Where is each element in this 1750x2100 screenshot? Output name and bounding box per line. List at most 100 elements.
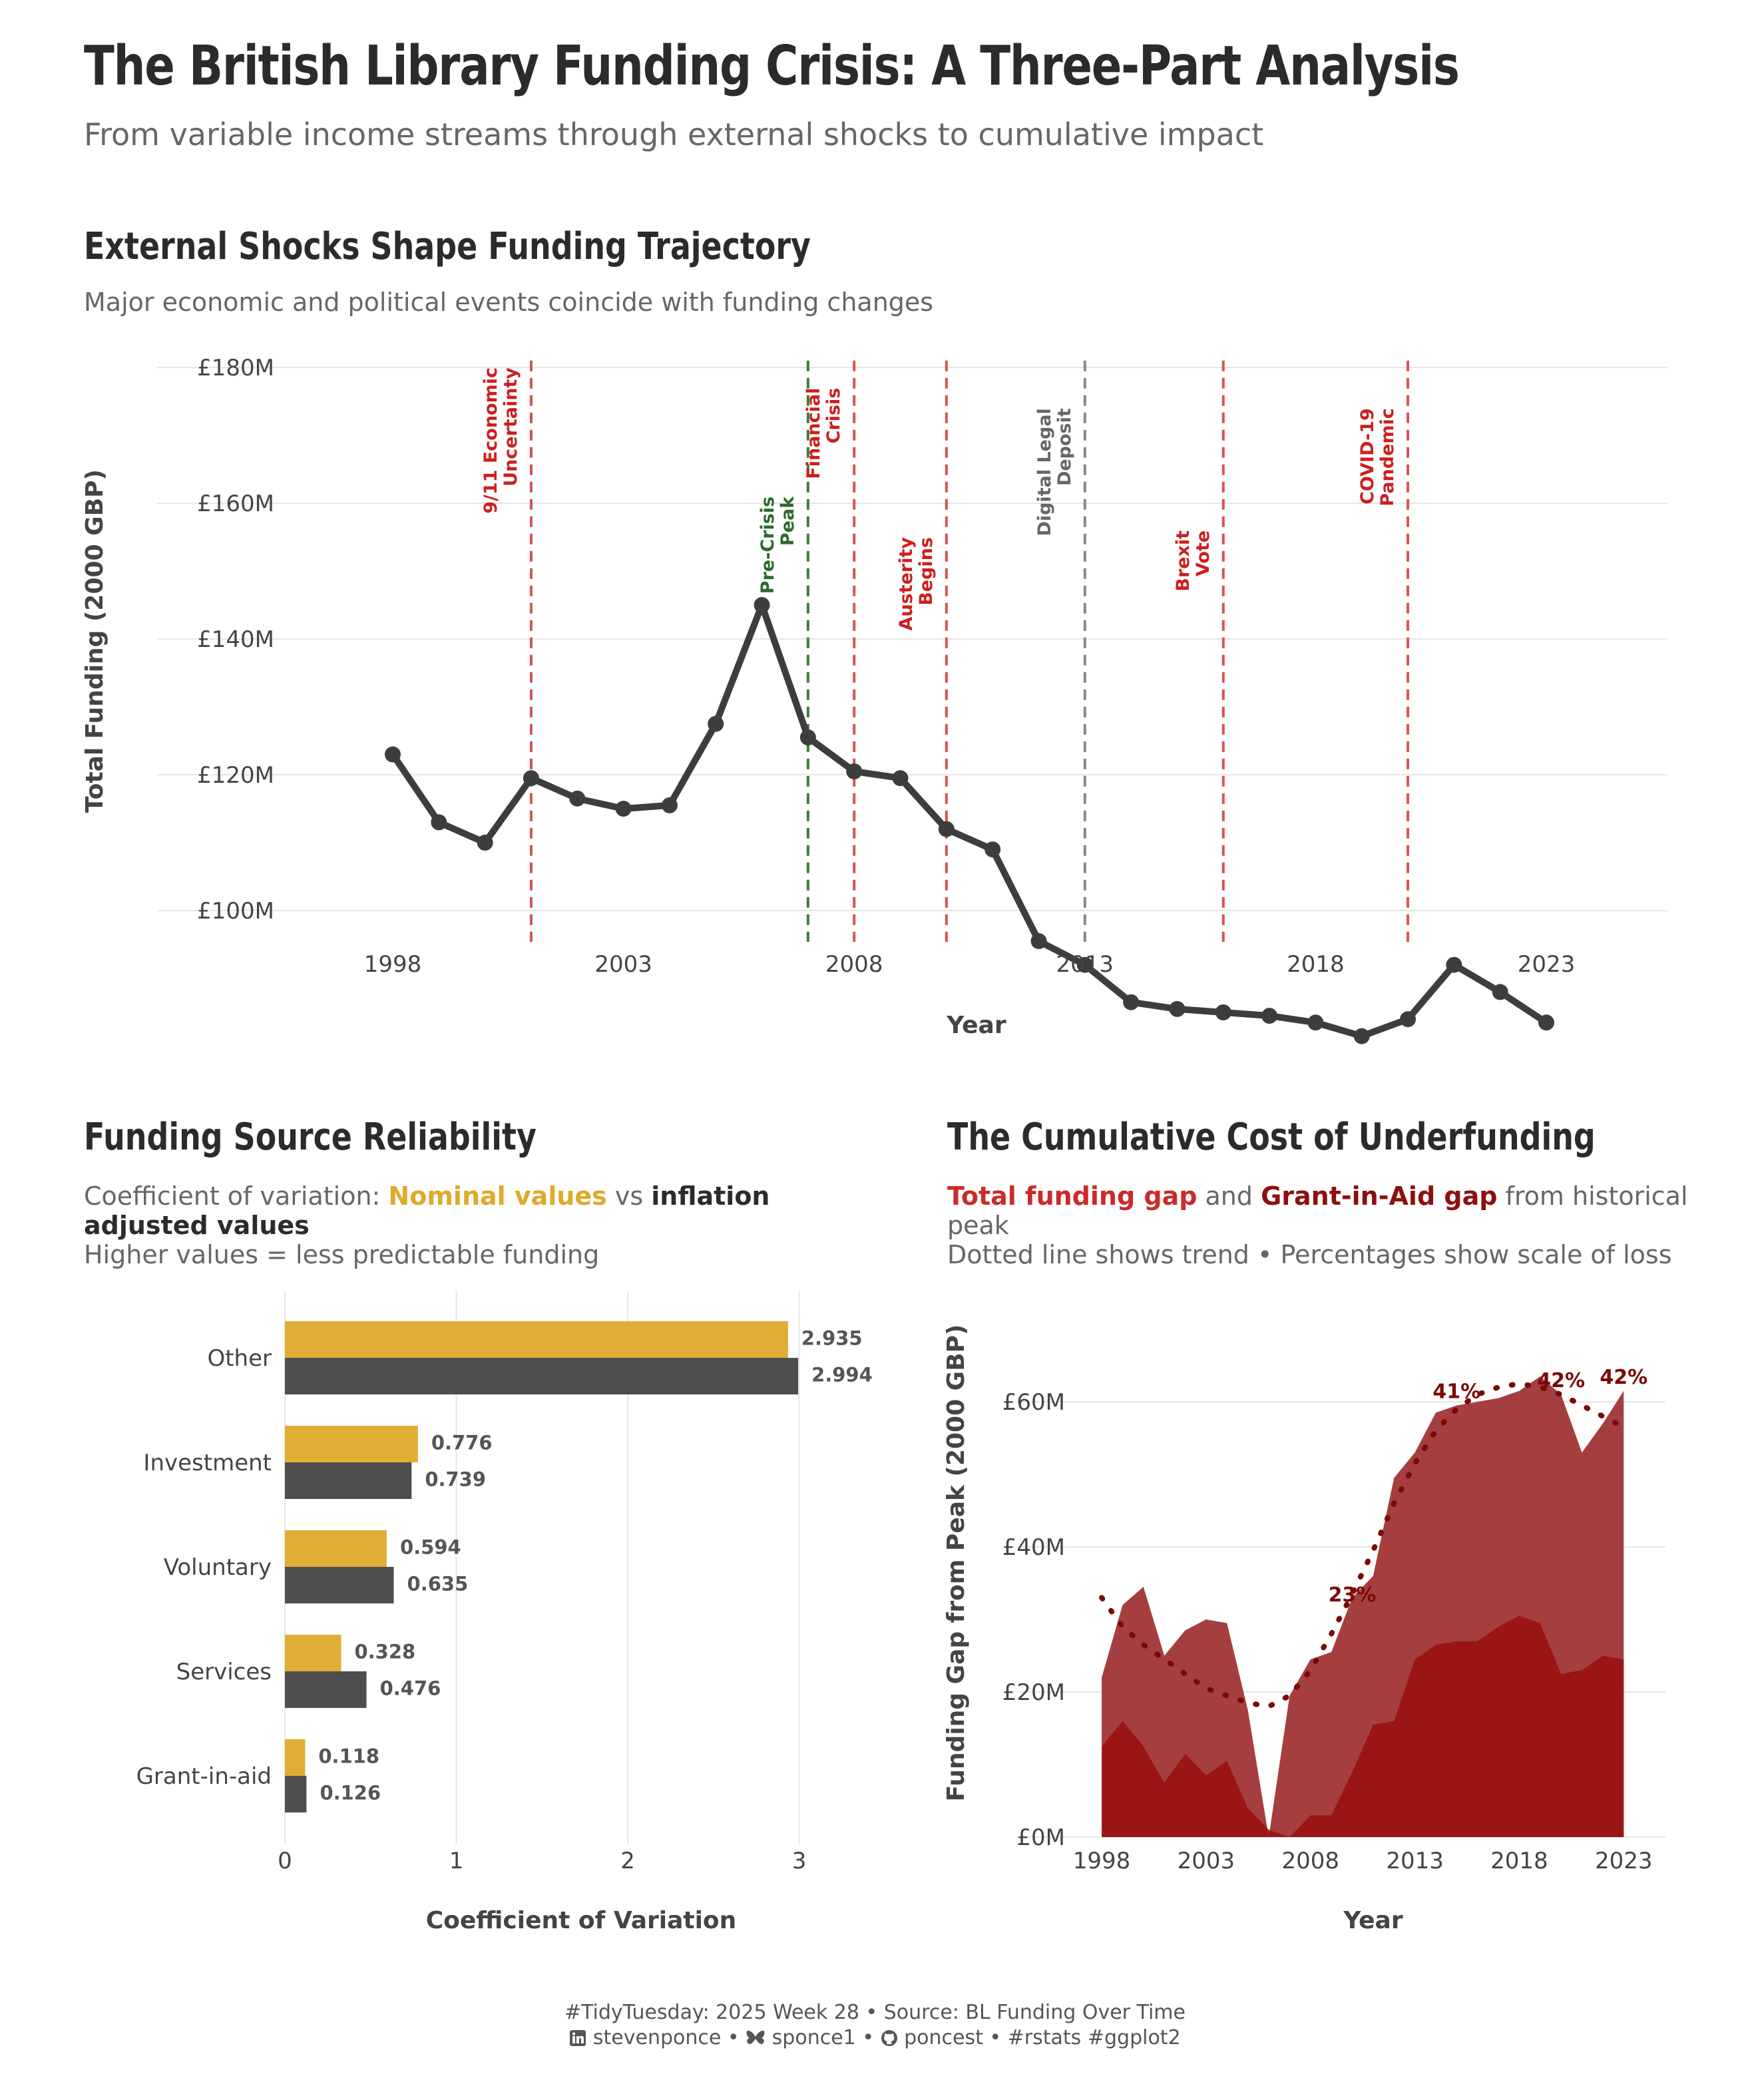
data-point bbox=[1446, 956, 1462, 973]
category-label: Other bbox=[207, 1345, 272, 1372]
subtitle-gia-gap: Grant-in-Aid gap bbox=[1261, 1181, 1498, 1211]
y-tick-label: £60M bbox=[1002, 1389, 1065, 1416]
event-label: Digital LegalDeposit bbox=[1034, 408, 1075, 536]
bar bbox=[285, 1776, 307, 1812]
subtitle-adjusted: inflation adjusted values bbox=[84, 1181, 770, 1240]
footer-line1: #TidyTuesday: 2025 Week 28 • Source: BL … bbox=[564, 2001, 1186, 2024]
x-tick-label: 2003 bbox=[594, 951, 652, 978]
data-point bbox=[385, 746, 401, 763]
data-point bbox=[1261, 1008, 1278, 1024]
event-label: FinancialCrisis bbox=[803, 388, 844, 479]
funding-line bbox=[389, 602, 1548, 1040]
bluesky-handle[interactable]: sponce1 bbox=[771, 2026, 856, 2049]
bar bbox=[285, 1462, 412, 1499]
data-point bbox=[1400, 1011, 1417, 1028]
bar bbox=[285, 1321, 788, 1358]
category-label: Grant-in-aid bbox=[136, 1763, 272, 1790]
linkedin-icon bbox=[570, 2030, 586, 2046]
reliability-title: Funding Source Reliability bbox=[84, 1116, 537, 1159]
event-label: AusterityBegins bbox=[896, 537, 937, 631]
subtitle-vs: vs bbox=[606, 1181, 652, 1211]
cumulative-subtitle: Total funding gap and Grant-in-Aid gap f… bbox=[947, 1181, 1746, 1269]
main-title: The British Library Funding Crisis: A Th… bbox=[84, 35, 1460, 98]
shocks-title: External Shocks Shape Funding Trajectory bbox=[84, 225, 811, 268]
footer-separator: • bbox=[989, 2026, 1002, 2049]
x-tick-label: 2013 bbox=[1056, 951, 1114, 978]
data-point bbox=[754, 597, 770, 613]
percent-annotation: 42% bbox=[1537, 1369, 1585, 1392]
bar bbox=[285, 1671, 367, 1708]
x-tick-label: 2018 bbox=[1490, 1848, 1548, 1874]
event-label: BrexitVote bbox=[1173, 530, 1213, 592]
data-point bbox=[615, 801, 632, 817]
event-label: 9/11 EconomicUncertainty bbox=[481, 367, 521, 514]
reliability-chart: 2.935 2.994 0.776 0.739 0.594 0.635 0.328 0.476… bbox=[136, 1291, 873, 1934]
x-tick-label: 2013 bbox=[1386, 1848, 1444, 1874]
bar-value-label: 0.118 bbox=[318, 1745, 379, 1768]
bar-value-label: 0.594 bbox=[400, 1536, 461, 1559]
subtitle-nominal: Nominal values bbox=[388, 1181, 607, 1211]
data-point bbox=[569, 790, 586, 807]
data-point bbox=[708, 716, 724, 732]
footer-separator: • bbox=[727, 2026, 740, 2049]
data-point bbox=[477, 835, 493, 851]
data-point bbox=[846, 763, 863, 779]
x-tick-label: 2008 bbox=[1281, 1848, 1339, 1874]
github-handle[interactable]: poncest bbox=[904, 2026, 983, 2049]
data-point bbox=[1123, 994, 1140, 1010]
data-point bbox=[1076, 956, 1093, 973]
gia-gap-area bbox=[1102, 1615, 1624, 1837]
subtitle-total-gap: Total funding gap bbox=[947, 1181, 1198, 1211]
bar bbox=[285, 1739, 306, 1776]
github-icon bbox=[881, 2030, 897, 2046]
y-tick-label: £100M bbox=[197, 898, 274, 925]
bar bbox=[285, 1635, 341, 1671]
category-label: Services bbox=[176, 1659, 272, 1685]
reliability-subtitle: Coefficient of variation: Nominal values… bbox=[84, 1181, 843, 1269]
x-axis-label: Year bbox=[946, 1012, 1006, 1039]
data-point bbox=[1353, 1028, 1370, 1044]
data-point bbox=[1030, 933, 1047, 949]
shocks-chart: 9/11 EconomicUncertainty Pre-CrisisPeakFi… bbox=[81, 355, 1667, 1044]
data-point bbox=[1169, 1000, 1186, 1017]
y-tick-label: £40M bbox=[1002, 1534, 1065, 1561]
data-point bbox=[892, 770, 909, 787]
bar bbox=[285, 1426, 418, 1462]
data-point bbox=[431, 814, 447, 831]
y-tick-label: £20M bbox=[1002, 1679, 1065, 1706]
bar-value-label: 0.476 bbox=[380, 1677, 441, 1700]
percent-annotation: 41% bbox=[1432, 1380, 1480, 1404]
butterfly-icon bbox=[746, 2030, 765, 2045]
x-axis-label: Coefficient of Variation bbox=[426, 1907, 737, 1934]
x-tick-label: 2008 bbox=[825, 951, 883, 978]
event-label: Pre-CrisisPeak bbox=[758, 496, 798, 594]
footer-tags: #rstats #ggplot2 bbox=[1007, 2026, 1181, 2049]
shocks-subtitle: Major economic and political events coin… bbox=[84, 288, 934, 317]
main-subtitle: From variable income streams through ext… bbox=[84, 116, 1264, 152]
subtitle-prefix: Coefficient of variation: bbox=[84, 1181, 389, 1211]
x-tick-label: 1998 bbox=[1073, 1848, 1131, 1874]
bar bbox=[285, 1530, 387, 1567]
percent-annotation: 23% bbox=[1329, 1583, 1377, 1607]
x-tick-label: 1 bbox=[449, 1848, 464, 1874]
bar bbox=[285, 1567, 394, 1603]
bar-value-label: 0.328 bbox=[354, 1641, 415, 1663]
x-tick-label: 0 bbox=[278, 1848, 292, 1874]
data-point bbox=[1538, 1014, 1554, 1031]
subtitle-and: and bbox=[1197, 1181, 1261, 1211]
category-label: Voluntary bbox=[164, 1554, 272, 1581]
y-tick-label: £0M bbox=[1016, 1824, 1065, 1851]
bar-value-label: 2.994 bbox=[811, 1364, 873, 1386]
x-tick-label: 3 bbox=[792, 1848, 807, 1874]
percent-annotation: 42% bbox=[1600, 1366, 1647, 1389]
data-point bbox=[1492, 984, 1508, 1000]
data-point bbox=[1307, 1014, 1324, 1031]
data-point bbox=[799, 729, 816, 745]
linkedin-handle[interactable]: stevenponce bbox=[592, 2026, 722, 2049]
x-tick-label: 2 bbox=[620, 1848, 635, 1874]
y-axis-label: Funding Gap from Peak (2000 GBP) bbox=[943, 1324, 970, 1801]
cumulative-title: The Cumulative Cost of Underfunding bbox=[947, 1116, 1596, 1159]
bar-value-label: 0.776 bbox=[431, 1432, 493, 1454]
y-tick-label: £180M bbox=[197, 355, 274, 381]
y-axis-label: Total Funding (2000 GBP) bbox=[81, 469, 109, 813]
